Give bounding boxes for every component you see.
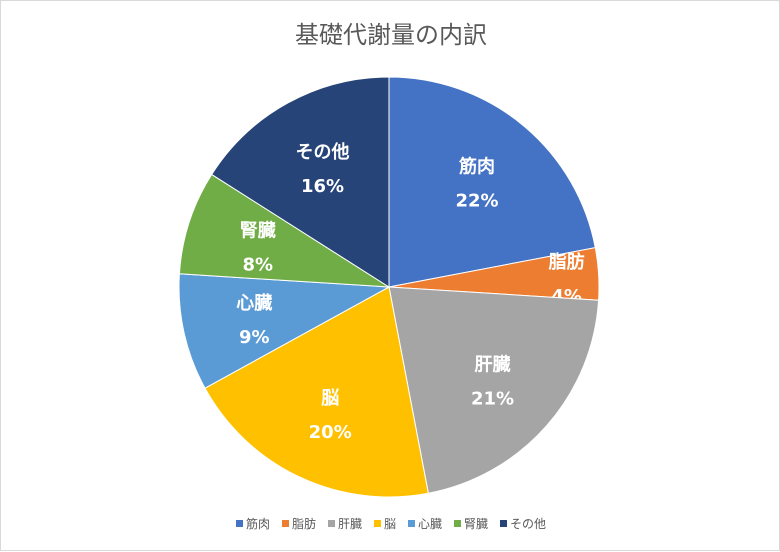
legend-label: その他 [510, 517, 547, 531]
pie-slice-kinniku [388, 76, 596, 288]
legend-swatch [500, 520, 508, 527]
legend-item-sonota: その他 [500, 515, 546, 532]
legend-swatch [454, 520, 462, 527]
slice-category-label: 腎臓 [240, 220, 276, 241]
legend-label: 脂肪 [291, 517, 316, 531]
pie-slice-sonota [210, 76, 390, 288]
slice-value-label: 8% [243, 254, 274, 275]
pie-slice-nou [204, 286, 429, 498]
slice-category-label: 脂肪 [549, 251, 585, 273]
slice-category-label: その他 [296, 141, 350, 163]
slice-value-label: 16% [301, 176, 344, 197]
slice-category-label: 脳 [321, 388, 339, 409]
legend-swatch [235, 520, 243, 527]
legend-item-shinzou: 心臓 [408, 515, 442, 532]
slice-category-label: 心臓 [236, 293, 272, 314]
pie-slice-kanzou [388, 286, 600, 494]
legend-item-kinniku: 筋肉 [235, 515, 270, 532]
legend-label: 筋肉 [245, 517, 270, 531]
slice-category-label: 肝臓 [475, 354, 511, 375]
legend-swatch [327, 520, 335, 527]
pie-slice-jinzou [178, 173, 390, 288]
legend-swatch [408, 520, 415, 527]
legend-label: 肝臓 [337, 517, 362, 531]
legend-item-kanzou: 肝臓 [327, 515, 362, 532]
legend-label: 心臓 [418, 517, 443, 531]
chart-title: 基礎代謝量の内訳 [295, 21, 487, 49]
legend-swatch [281, 520, 289, 527]
legend: 筋肉 脂肪 肝臓 脳 心臓 腎臓 その他 [1, 515, 780, 532]
slice-category-label: 筋肉 [459, 156, 495, 178]
legend-item-jinzou: 腎臓 [454, 515, 488, 532]
slice-value-label: 9% [239, 327, 270, 348]
legend-label: 腎臓 [464, 517, 489, 531]
legend-label: 脳 [383, 517, 396, 531]
slice-value-label: 20% [309, 422, 352, 443]
slice-value-label: 21% [471, 388, 514, 409]
pie-slice-shinzou [178, 273, 391, 389]
legend-swatch [373, 520, 381, 527]
legend-item-nou: 脳 [373, 515, 396, 532]
legend-item-shibou: 脂肪 [281, 515, 316, 532]
slice-value-label: 22% [455, 191, 498, 212]
